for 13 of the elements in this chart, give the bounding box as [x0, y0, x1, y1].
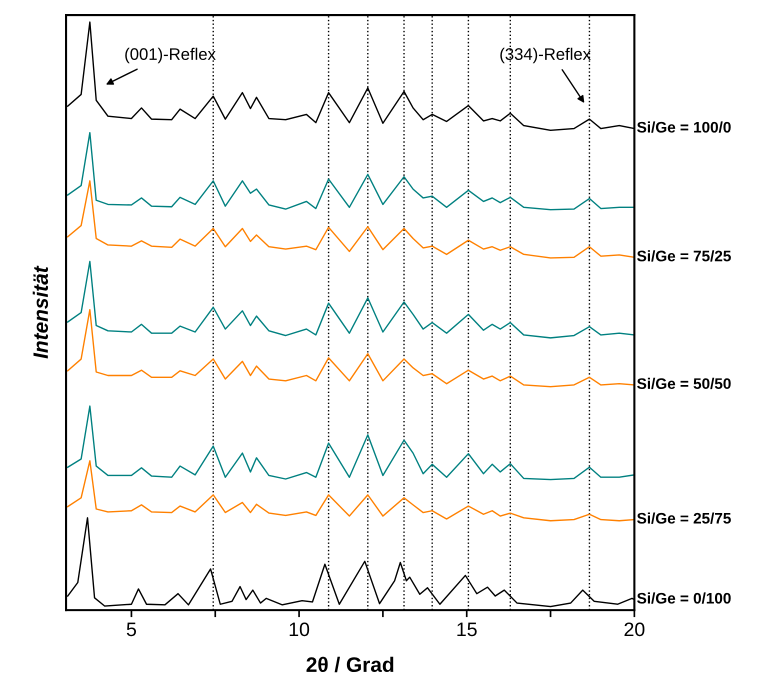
x-tick-label: 10 — [290, 622, 310, 636]
x-tick-label: 15 — [457, 622, 477, 636]
series-label: Si/Ge = 25/75 — [637, 512, 731, 524]
series-label: Si/Ge = 75/25 — [637, 250, 731, 262]
x-axis-title: 2θ / Grad — [306, 656, 394, 672]
annotation: (334)-Reflex — [500, 48, 591, 64]
annotation: (001)-Reflex — [125, 48, 216, 64]
series-label: Si/Ge = 0/100 — [637, 592, 731, 604]
x-tick-label: 20 — [624, 622, 644, 636]
x-tick-label: 5 — [126, 622, 136, 636]
series-label: Si/Ge = 100/0 — [637, 121, 731, 133]
series-label: Si/Ge = 50/50 — [637, 378, 731, 390]
y-axis-title: Intensität — [32, 266, 48, 359]
